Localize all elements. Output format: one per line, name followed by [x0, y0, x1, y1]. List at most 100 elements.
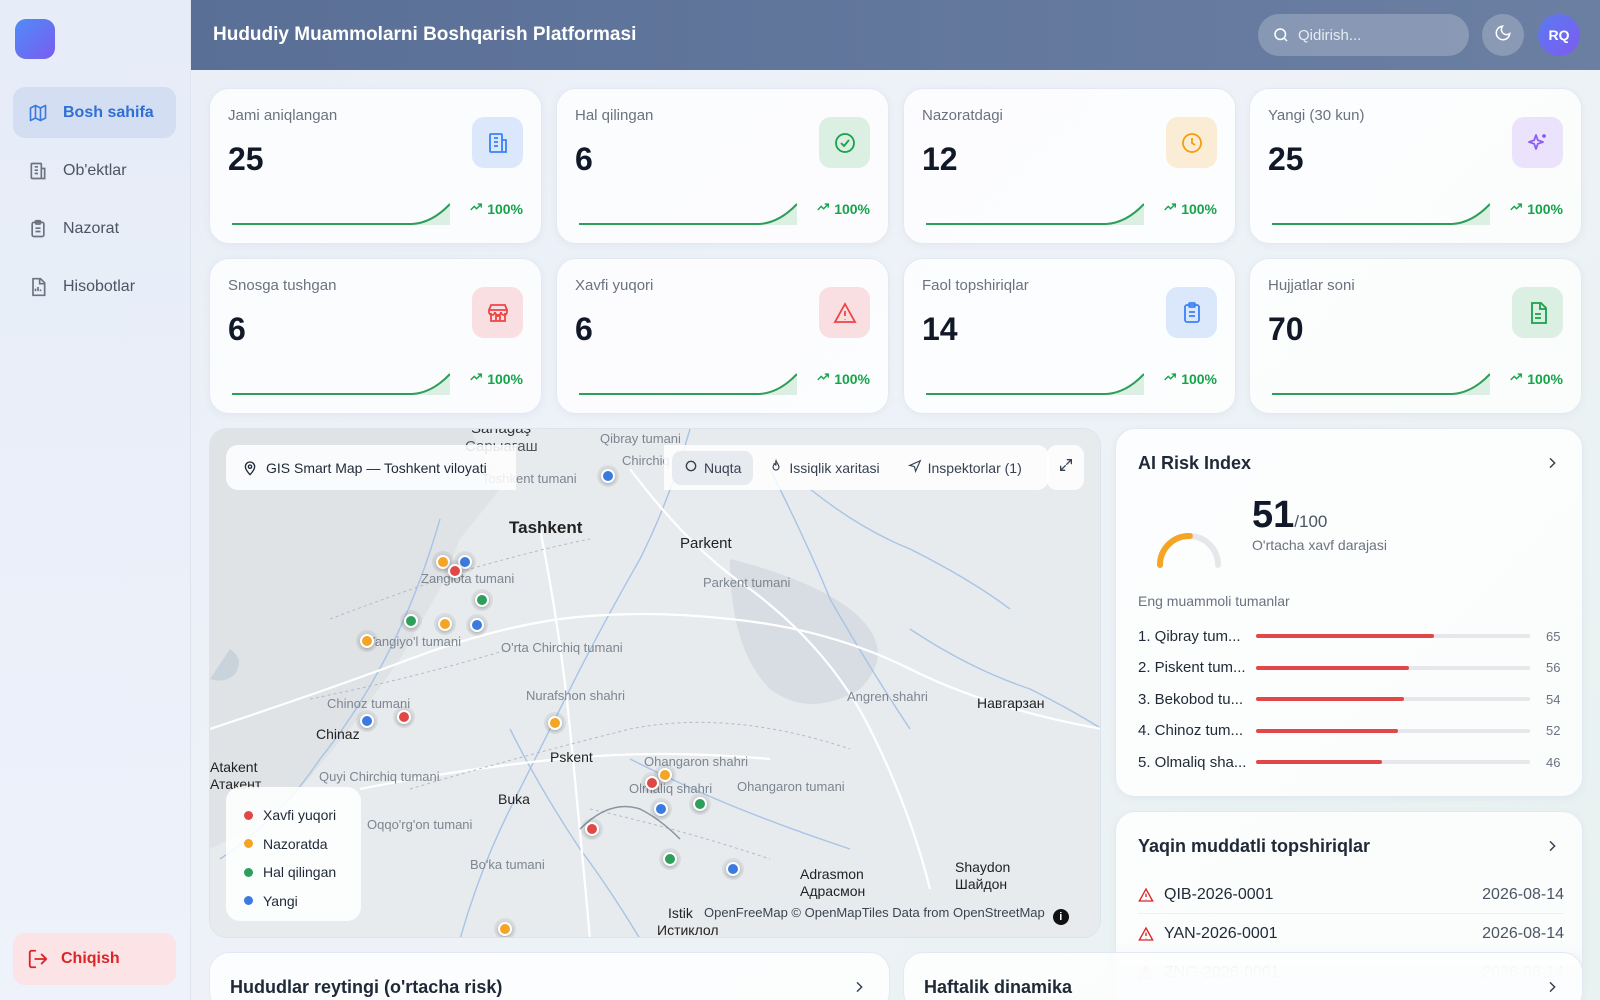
sidebar-item-hisobotlar[interactable]: Hisobotlar	[13, 261, 176, 312]
logout-button[interactable]: Chiqish	[13, 933, 176, 985]
app-title: Hududiy Muammolarni Boshqarish Platforma…	[213, 24, 637, 45]
chevron-right-icon[interactable]	[851, 979, 867, 995]
stat-trend: 100%	[816, 200, 870, 217]
map-marker[interactable]	[438, 617, 452, 631]
map-marker[interactable]	[360, 714, 374, 728]
stat-card[interactable]: Hal qilingan 6 100%	[556, 88, 889, 244]
map-marker[interactable]	[585, 822, 599, 836]
map-marker[interactable]	[397, 710, 411, 724]
chevron-right-icon[interactable]	[1544, 979, 1560, 995]
info-icon[interactable]: i	[1052, 909, 1069, 925]
district-risk-row[interactable]: 4. Chinoz tum... 52	[1138, 721, 1563, 741]
store-icon	[472, 287, 523, 338]
stat-label: Yangi (30 kun)	[1268, 107, 1365, 124]
district-risk-row[interactable]: 1. Qibray tum... 65	[1138, 626, 1563, 646]
task-date: 2026-08-14	[1482, 885, 1564, 903]
stat-value: 6	[575, 141, 593, 177]
map-tab-nuqta[interactable]: Nuqta	[672, 450, 754, 485]
avatar[interactable]: RQ	[1538, 14, 1580, 56]
stat-card[interactable]: Xavfi yuqori 6 100%	[556, 258, 889, 414]
map-title-text: GIS Smart Map — Toshkent viloyati	[266, 459, 487, 476]
map-marker[interactable]	[645, 776, 659, 790]
map-marker[interactable]	[470, 618, 484, 632]
district-risk-row[interactable]: 3. Bekobod tu... 54	[1138, 689, 1563, 709]
trend-up-icon	[1509, 200, 1523, 217]
district-risk-value: 46	[1546, 754, 1561, 770]
stat-card[interactable]: Jami aniqlangan 25 100%	[209, 88, 542, 244]
map-marker[interactable]	[448, 564, 462, 578]
district-risk-row[interactable]: 5. Olmaliq sha... 46	[1138, 752, 1563, 772]
chevron-right-icon[interactable]	[1544, 455, 1560, 471]
stat-card[interactable]: Faol topshiriqlar 14 100%	[903, 258, 1236, 414]
map-label-chirchiq: Chirchiq	[622, 453, 670, 468]
map-marker[interactable]	[693, 797, 707, 811]
circle-icon	[684, 459, 698, 476]
map-marker[interactable]	[404, 614, 418, 628]
document-icon	[1512, 287, 1563, 338]
alert-triangle-icon	[1138, 926, 1154, 942]
map-marker[interactable]	[436, 555, 450, 569]
map-marker[interactable]	[458, 555, 472, 569]
chevron-right-icon[interactable]	[1544, 838, 1560, 854]
stat-card[interactable]: Yangi (30 kun) 25 100%	[1249, 88, 1582, 244]
stat-value: 12	[922, 141, 958, 177]
stat-label: Nazoratdagi	[922, 107, 1003, 124]
theme-toggle-button[interactable]	[1482, 14, 1524, 56]
map-marker[interactable]	[658, 768, 672, 782]
ranking-card: Hududlar reytingi (o'rtacha risk)	[209, 952, 890, 1000]
map-label-istik: Istik	[668, 905, 693, 921]
map-fullscreen-button[interactable]	[1047, 445, 1084, 490]
map-marker[interactable]	[654, 802, 668, 816]
risk-bar-fill	[1256, 665, 1410, 670]
map-marker[interactable]	[498, 922, 512, 936]
map-marker[interactable]	[475, 593, 489, 607]
trend-up-icon	[816, 200, 830, 217]
risk-bar-fill	[1256, 634, 1435, 638]
map-marker[interactable]	[360, 634, 374, 648]
task-row[interactable]: QIB-2026-0001 2026-08-14	[1138, 876, 1564, 914]
stat-value: 14	[922, 311, 958, 347]
moon-icon	[1494, 24, 1512, 47]
map-label-shaydon-cyr: Шайдон	[955, 876, 1008, 892]
building-icon	[27, 160, 49, 182]
map-marker[interactable]	[601, 469, 615, 483]
stat-card[interactable]: Snosga tushgan 6 100%	[209, 258, 542, 414]
sidebar: Bosh sahifa Ob'ektlar Nazorat Hisobotlar…	[0, 0, 191, 1000]
map-tab-inspectors[interactable]: Inspektorlar (1)	[896, 451, 1034, 485]
sidebar-item-label: Nazorat	[63, 219, 120, 237]
sidebar-item-obektlar[interactable]: Ob'ektlar	[13, 145, 176, 196]
legend-item: Nazoratda	[244, 830, 361, 859]
map-label-parkent-tumani: Parkent tumani	[703, 575, 791, 590]
risk-subtitle: O'rtacha xavf darajasi	[1252, 537, 1387, 553]
building-icon	[472, 117, 523, 168]
check-circle-icon	[819, 117, 870, 168]
app-logo[interactable]	[15, 19, 55, 59]
trend-up-icon	[816, 370, 830, 387]
map-label-atakent: Atakent	[210, 759, 258, 775]
map-tab-heatmap[interactable]: Issiqlik xaritasi	[757, 451, 891, 485]
sparkline	[926, 373, 1144, 395]
search-input[interactable]: Qidirish...	[1258, 14, 1469, 56]
gis-map[interactable]: Sarıağaş Сарыағаш Qibray tumani Chirchiq…	[209, 428, 1101, 938]
risk-bar-fill	[1256, 697, 1404, 701]
map-icon	[27, 102, 49, 124]
district-name: 1. Qibray tum...	[1138, 627, 1241, 645]
district-risk-value: 65	[1546, 628, 1561, 644]
map-marker[interactable]	[726, 862, 740, 876]
trend-value: 100%	[834, 370, 870, 387]
stat-trend: 100%	[469, 200, 523, 217]
risk-score: 51/100	[1252, 494, 1327, 537]
map-label-qibray: Qibray tumani	[600, 431, 681, 446]
district-risk-row[interactable]: 2. Piskent tum... 56	[1138, 658, 1563, 678]
stat-label: Xavfi yuqori	[575, 277, 654, 294]
clock-icon	[1166, 117, 1217, 168]
map-marker[interactable]	[663, 852, 677, 866]
stat-card[interactable]: Hujjatlar soni 70 100%	[1249, 258, 1582, 414]
stat-label: Jami aniqlangan	[228, 107, 338, 124]
map-label-boka: Bo'ka tumani	[470, 857, 545, 872]
map-label-adrasmon-cyr: Адрасмон	[800, 883, 866, 899]
sidebar-item-bosh-sahifa[interactable]: Bosh sahifa	[13, 87, 176, 138]
map-marker[interactable]	[548, 716, 562, 730]
sidebar-item-nazorat[interactable]: Nazorat	[13, 203, 176, 254]
stat-card[interactable]: Nazoratdagi 12 100%	[903, 88, 1236, 244]
